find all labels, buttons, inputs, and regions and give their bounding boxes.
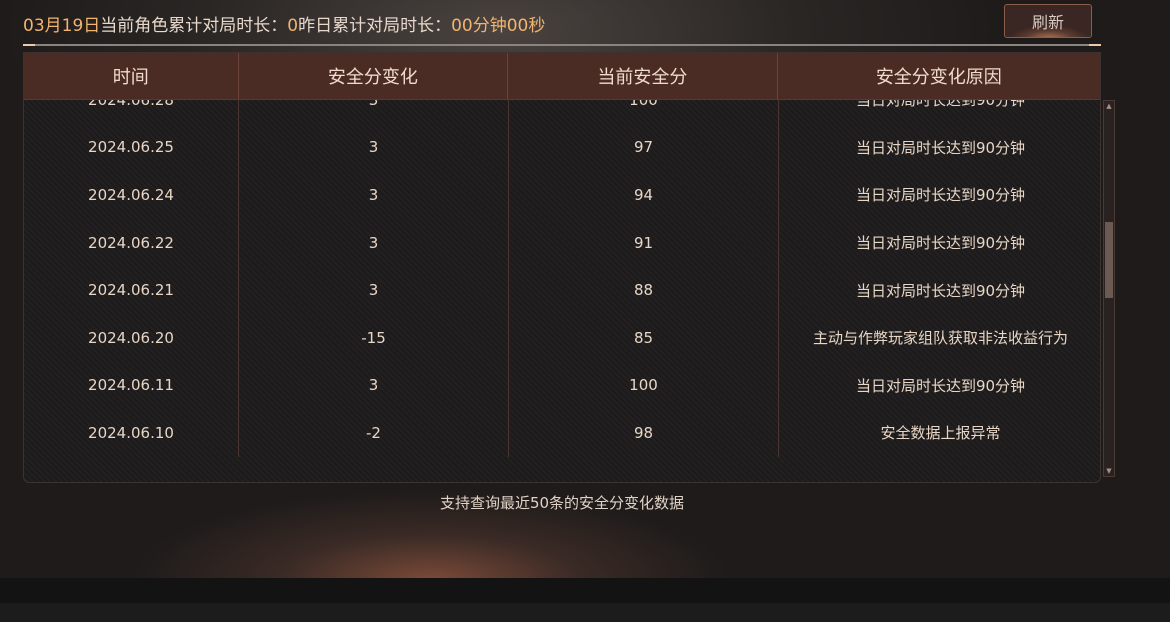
table-row: 2024.06.20 -15 85 主动与作弊玩家组队获取非法收益行为 <box>24 313 1100 362</box>
cell-reason: 安全数据上报异常 <box>880 424 1001 443</box>
cell-reason: 主动与作弊玩家组队获取非法收益行为 <box>812 329 1068 348</box>
column-header-time: 时间 <box>24 53 239 99</box>
cell-reason: 当日对局时长达到90分钟 <box>855 281 1026 300</box>
cell-change: 3 <box>239 266 509 314</box>
cell-time: 2024.06.11 <box>24 361 239 410</box>
cell-score: 98 <box>509 409 779 457</box>
cell-change: 3 <box>239 171 509 219</box>
divider <box>23 44 1101 46</box>
table-row: 2024.06.25 3 97 当日对局时长达到90分钟 <box>24 123 1100 172</box>
cell-time: 2024.06.22 <box>24 218 239 267</box>
cell-reason: 当日对局时长达到90分钟 <box>855 186 1026 205</box>
table-row: 2024.06.10 -2 98 安全数据上报异常 <box>24 409 1100 457</box>
cell-score: 94 <box>509 171 779 219</box>
yesterday-label: 昨日累计对局时长： <box>298 16 452 36</box>
footer-note: 支持查询最近50条的安全分变化数据 <box>439 494 685 512</box>
cell-time: 2024.06.20 <box>24 313 239 362</box>
cell-score: 85 <box>509 313 779 362</box>
cell-change: 3 <box>239 361 509 410</box>
cell-reason: 当日对局时长达到90分钟 <box>855 100 1026 110</box>
safety-score-table: 时间 安全分变化 当前安全分 安全分变化原因 2024.06.283100当日对… <box>23 52 1101 483</box>
cell-score: 100 <box>509 361 779 410</box>
play-time-summary: 03月19日当前角色累计对局时长：0昨日累计对局时长：00分钟00秒 <box>23 11 545 36</box>
cell-time: 2024.06.21 <box>24 266 239 314</box>
cell-change: 3 <box>239 123 509 172</box>
cell-time: 2024.06.10 <box>24 409 239 457</box>
cell-reason: 当日对局时长达到90分钟 <box>855 376 1026 395</box>
refresh-button[interactable]: 刷新 <box>1004 4 1092 38</box>
cell-change: -2 <box>239 409 509 457</box>
date: 03月19日 <box>23 16 101 36</box>
scroll-down-icon[interactable]: ▼ <box>1106 467 1112 475</box>
cell-score: 88 <box>509 266 779 314</box>
scrollbar-thumb[interactable] <box>1105 222 1113 298</box>
scroll-up-icon[interactable]: ▲ <box>1106 102 1112 110</box>
table-row: 2024.06.283100 当日对局时长达到90分钟 <box>24 100 1100 124</box>
table-row: 2024.06.11 3 100 当日对局时长达到90分钟 <box>24 361 1100 410</box>
scrollbar[interactable]: ▲ ▼ <box>1103 100 1115 477</box>
column-header-change: 安全分变化 <box>239 53 509 99</box>
bottom-strip <box>0 603 1170 622</box>
table-header: 时间 安全分变化 当前安全分 安全分变化原因 <box>24 53 1100 100</box>
cell-reason: 当日对局时长达到90分钟 <box>855 138 1026 157</box>
cell-score: 100 <box>509 100 779 124</box>
cell-reason: 当日对局时长达到90分钟 <box>855 234 1026 253</box>
table-body: 2024.06.283100当日对局时长达到90分钟2024.06.25397当… <box>24 100 1100 482</box>
cell-time: 2024.06.24 <box>24 171 239 219</box>
background-glow <box>0 470 1170 580</box>
yesterday-value: 00分钟00秒 <box>451 16 546 36</box>
cell-time: 2024.06.25 <box>24 123 239 172</box>
total-value: 0 <box>287 16 299 36</box>
table-row: 2024.06.22 3 91 当日对局时长达到90分钟 <box>24 218 1100 267</box>
cell-score: 97 <box>509 123 779 172</box>
column-header-score: 当前安全分 <box>508 53 778 99</box>
cell-change: 3 <box>239 218 509 267</box>
table-row: 2024.06.21 3 88 当日对局时长达到90分钟 <box>24 266 1100 314</box>
cell-time: 2024.06.28 <box>24 100 239 124</box>
cell-change: 3 <box>239 100 509 124</box>
column-header-reason: 安全分变化原因 <box>875 67 1002 88</box>
table-row: 2024.06.24 3 94 当日对局时长达到90分钟 <box>24 171 1100 219</box>
total-label: 当前角色累计对局时长： <box>100 16 288 36</box>
bottom-bar <box>0 578 1170 603</box>
cell-change: -15 <box>239 313 509 362</box>
cell-score: 91 <box>509 218 779 267</box>
